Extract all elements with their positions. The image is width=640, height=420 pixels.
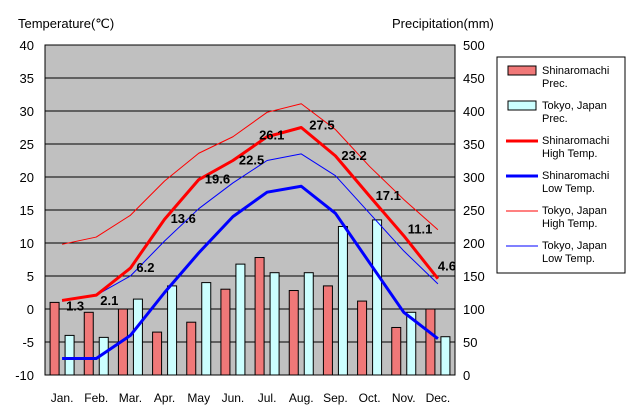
right-tick-label: 400: [463, 104, 485, 119]
x-tick-label: Oct.: [359, 391, 381, 405]
legend-label: Shinaromachi: [542, 135, 609, 147]
legend-label: Shinaromachi: [542, 65, 609, 77]
x-tick-label: Dec.: [426, 391, 451, 405]
precip-bar: [186, 321, 197, 376]
left-tick-label: 30: [20, 104, 34, 119]
precip-bar: [201, 282, 212, 376]
left-tick-label: 0: [27, 302, 34, 317]
legend-label: High Temp.: [542, 148, 597, 160]
precip-bar: [269, 272, 280, 376]
right-tick-label: 150: [463, 269, 485, 284]
right-tick-label: 100: [463, 302, 485, 317]
x-tick-label: Sep.: [323, 391, 348, 405]
high-temp-label: 22.5: [239, 153, 264, 168]
high-temp-label: 1.3: [66, 298, 84, 313]
high-temp-label: 4.6: [438, 259, 456, 274]
right-tick-label: 200: [463, 236, 485, 251]
legend-box: [496, 56, 626, 274]
legend-label: Prec.: [542, 113, 568, 125]
right-tick-label: 0: [463, 368, 470, 383]
x-tick-label: Jun.: [222, 391, 245, 405]
precip-bar: [372, 219, 383, 376]
left-tick-label: -5: [22, 335, 34, 350]
precip-bar: [167, 285, 178, 376]
precip-bar: [64, 334, 75, 376]
precip-bar: [235, 263, 246, 376]
legend-swatch: [507, 100, 537, 111]
precip-bar: [132, 298, 143, 376]
temp-line: [61, 153, 439, 302]
left-tick-label: 40: [20, 38, 34, 53]
right-tick-label: 50: [463, 335, 477, 350]
x-tick-label: Aug.: [289, 391, 314, 405]
precipitation-bars: [49, 219, 451, 376]
high-temp-label: 19.6: [205, 172, 230, 187]
temp-line: [61, 103, 439, 245]
temp-line: [61, 126, 440, 302]
x-tick-label: Jul.: [258, 391, 277, 405]
x-tick-label: Apr.: [154, 391, 175, 405]
high-temp-label: 23.2: [341, 148, 366, 163]
x-tick-label: Nov.: [392, 391, 416, 405]
precip-bar: [440, 336, 451, 376]
precip-bar: [391, 326, 402, 376]
temperature-lines: [61, 103, 440, 360]
grid-lines: [45, 77, 455, 343]
left-tick-label: 35: [20, 71, 34, 86]
left-tick-label: -10: [15, 368, 34, 383]
left-tick-label: 5: [27, 269, 34, 284]
legend-label: Low Temp.: [542, 183, 595, 195]
legend-label: Tokyo, Japan: [542, 240, 607, 252]
left-tick-label: 20: [20, 170, 34, 185]
right-tick-label: 350: [463, 137, 485, 152]
precip-bar: [303, 272, 314, 376]
high-temp-label: 2.1: [100, 293, 118, 308]
right-tick-label: 250: [463, 203, 485, 218]
right-tick-label: 300: [463, 170, 485, 185]
temp-line: [62, 184, 439, 360]
high-temp-label: 17.1: [376, 188, 401, 203]
data-labels: 1.3 2.1 6.2 13.6 19.6 22.5 26.1 27.5 23.2 17.1 11.…: [66, 118, 456, 314]
legend-label: Prec.: [542, 78, 568, 90]
precip-bar: [220, 288, 231, 376]
precip-bar: [83, 311, 94, 376]
right-axis-title: Precipitation(mm): [392, 16, 494, 31]
legend-label: Tokyo, Japan: [542, 100, 607, 112]
legend-label: Tokyo, Japan: [542, 205, 607, 217]
x-tick-label: May: [187, 391, 210, 405]
precip-bar: [49, 301, 60, 376]
high-temp-label: 26.1: [259, 128, 284, 143]
x-tick-label: Jan.: [51, 391, 74, 405]
right-tick-label: 450: [463, 71, 485, 86]
legend-label: Shinaromachi: [542, 170, 609, 182]
legend-label: High Temp.: [542, 218, 597, 230]
precip-bar: [254, 257, 265, 376]
legend-label: Low Temp.: [542, 253, 595, 265]
right-tick-label: 500: [463, 38, 485, 53]
left-tick-label: 10: [20, 236, 34, 251]
x-tick-label: Feb.: [84, 391, 108, 405]
high-temp-label: 11.1: [408, 222, 433, 237]
left-tick-label: 15: [20, 203, 34, 218]
precip-bar: [425, 308, 436, 376]
plot-border: [44, 44, 456, 376]
precip-bar: [357, 300, 368, 376]
x-tick-label: Mar.: [119, 391, 142, 405]
high-temp-label: 6.2: [136, 260, 154, 275]
high-temp-label: 27.5: [309, 118, 334, 133]
left-tick-label: 25: [20, 137, 34, 152]
legend-swatch: [507, 65, 537, 76]
high-temp-label: 13.6: [171, 211, 196, 226]
precip-bar: [322, 285, 333, 376]
precip-bar: [152, 331, 163, 376]
left-axis-title: Temperature(℃): [18, 16, 114, 31]
precip-bar: [288, 290, 299, 376]
precip-bar: [337, 226, 348, 376]
